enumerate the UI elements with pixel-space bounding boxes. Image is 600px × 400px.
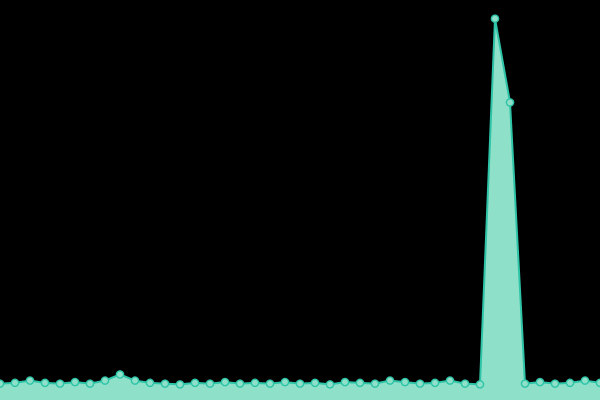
data-point-marker <box>520 379 530 388</box>
data-point-marker <box>325 380 335 389</box>
data-point-marker <box>295 379 305 388</box>
data-point-marker <box>550 379 560 388</box>
data-point-marker <box>595 378 600 388</box>
data-point-marker <box>0 379 5 388</box>
data-point-marker <box>265 379 275 388</box>
data-point-marker <box>565 378 575 388</box>
data-point-marker <box>70 377 80 387</box>
data-point-marker <box>85 379 95 388</box>
data-point-marker <box>385 376 395 385</box>
data-point-marker <box>55 379 65 388</box>
data-point-marker <box>475 380 485 389</box>
data-point-marker <box>505 98 515 107</box>
data-point-marker <box>235 379 245 388</box>
data-point-marker <box>100 376 110 385</box>
data-point-marker <box>10 378 20 388</box>
data-point-marker <box>145 378 155 388</box>
data-point-marker <box>280 377 290 387</box>
data-point-marker <box>310 378 320 388</box>
data-point-marker <box>220 377 230 387</box>
data-point-marker <box>370 379 380 388</box>
data-point-marker <box>115 370 125 379</box>
data-point-marker <box>340 377 350 387</box>
data-point-marker <box>400 377 410 387</box>
data-point-marker <box>580 376 590 385</box>
data-point-marker <box>415 379 425 388</box>
data-point-marker <box>40 378 50 388</box>
data-point-marker <box>355 378 365 388</box>
data-point-marker <box>175 380 185 389</box>
data-point-marker <box>25 376 35 385</box>
data-point-marker <box>445 376 455 385</box>
data-point-marker <box>250 378 260 388</box>
data-point-marker <box>190 378 200 388</box>
data-point-markers <box>0 14 600 389</box>
data-point-marker <box>535 377 545 387</box>
data-point-marker <box>130 376 140 385</box>
data-point-marker <box>460 379 470 388</box>
data-point-marker <box>430 378 440 388</box>
data-point-marker <box>490 14 500 23</box>
data-point-marker <box>160 379 170 388</box>
data-point-marker <box>205 379 215 388</box>
